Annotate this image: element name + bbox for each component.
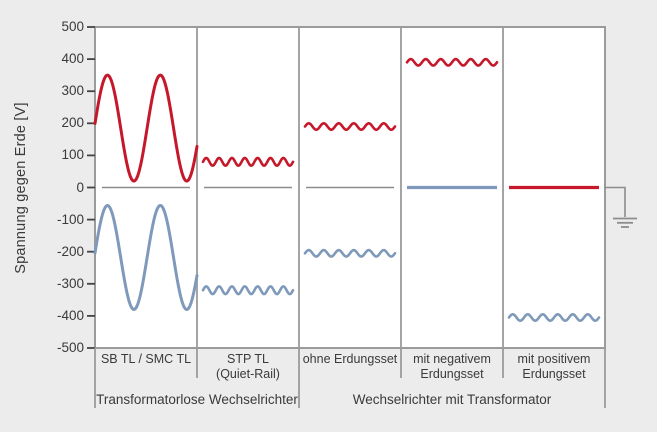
panel-label-line: STP TL bbox=[227, 352, 269, 366]
panel-label-line: mit negativem bbox=[413, 352, 491, 366]
wave-blue-panel-0 bbox=[93, 203, 199, 311]
y-tick-label: -400 bbox=[56, 307, 84, 323]
y-axis-ticks bbox=[87, 26, 95, 349]
panel-label: STP TL (Quiet-Rail) bbox=[197, 352, 299, 382]
wave-red-panel-0 bbox=[93, 73, 199, 183]
y-tick-label: 200 bbox=[61, 115, 84, 131]
wave-blue-panel-1 bbox=[201, 285, 295, 296]
y-tick-label: 400 bbox=[61, 51, 84, 67]
panel-label: ohne Erdungsset bbox=[299, 352, 401, 367]
wave-red-panel-1 bbox=[201, 156, 295, 167]
group-label: Wechselrichter mit Transformator bbox=[352, 392, 552, 407]
wave-red-panel-3 bbox=[405, 57, 499, 67]
panel-label-line: (Quiet-Rail) bbox=[216, 367, 280, 381]
panel-label-line: Erdungsset bbox=[420, 367, 484, 381]
group-label: Transformatorlose Wechselrichter bbox=[96, 392, 298, 407]
panel-label-line: mit positivem bbox=[517, 352, 591, 366]
wave-blue-panel-2 bbox=[303, 248, 397, 258]
ground-icon bbox=[605, 186, 637, 228]
y-tick-label: 500 bbox=[61, 19, 84, 34]
panel-label-line: SB TL / SMC TL bbox=[100, 352, 192, 366]
y-tick-label: -500 bbox=[56, 340, 84, 355]
panel-label: SB TL / SMC TL bbox=[95, 352, 197, 367]
wave-blue-panel-4 bbox=[507, 313, 601, 323]
y-tick-label: 300 bbox=[61, 83, 84, 99]
y-tick-label: 100 bbox=[61, 147, 84, 163]
panel-label-line: ohne Erdungsset bbox=[302, 352, 398, 366]
y-tick-label: -100 bbox=[56, 211, 84, 227]
y-tick-label: 0 bbox=[76, 179, 84, 195]
panel-label: mit positivem Erdungsset bbox=[503, 352, 605, 382]
y-tick-label: -200 bbox=[56, 243, 84, 259]
panel-label-line: Erdungsset bbox=[522, 367, 586, 381]
y-tick-label: -300 bbox=[56, 275, 84, 291]
wave-red-panel-2 bbox=[303, 122, 397, 132]
panel-label: mit negativem Erdungsset bbox=[401, 352, 503, 382]
